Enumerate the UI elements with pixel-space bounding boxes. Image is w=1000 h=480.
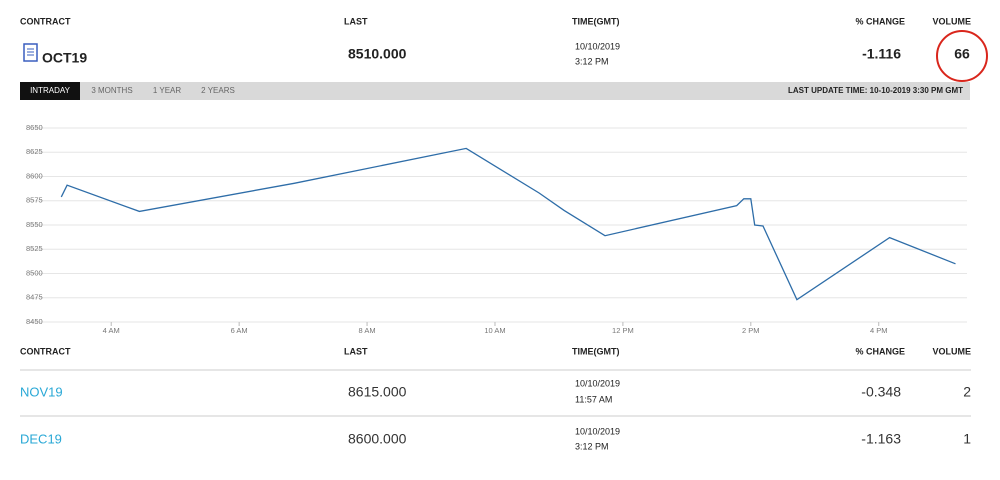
last-price: 8615.000 (348, 384, 407, 400)
price-line (60, 147, 956, 301)
header-label: CONTRACT (20, 16, 71, 26)
highlight-circle (936, 30, 988, 82)
date: 10/10/2019 (575, 426, 620, 436)
y-tick-label: 8650 (26, 123, 43, 132)
y-tick-label: 8550 (26, 220, 43, 229)
header-label: TIME(GMT) (572, 346, 620, 356)
contract-link[interactable]: NOV19 (20, 384, 63, 399)
y-tick-label: 8475 (26, 293, 43, 302)
volume: 1 (963, 431, 971, 447)
header-label: TIME(GMT) (572, 16, 620, 26)
x-tick-label: 6 AM (231, 326, 248, 335)
contract-name: OCT19 (42, 50, 87, 66)
header-label: CONTRACT (20, 346, 71, 356)
y-tick-label: 8500 (26, 268, 43, 277)
last-price: 8510.000 (348, 46, 407, 62)
header-label: LAST (344, 16, 368, 26)
header-label: LAST (344, 346, 368, 356)
last-update: LAST UPDATE TIME: 10-10-2019 3:30 PM GMT (788, 86, 963, 95)
x-tick-label: 12 PM (612, 326, 634, 335)
time: 3:12 PM (575, 56, 609, 66)
tab[interactable]: INTRADAY (30, 86, 71, 95)
y-tick-label: 8450 (26, 317, 43, 326)
x-tick-label: 2 PM (742, 326, 760, 335)
header-label: VOLUME (932, 346, 971, 356)
percent-change: -0.348 (861, 384, 901, 400)
y-tick-label: 8575 (26, 196, 43, 205)
percent-change: -1.163 (861, 431, 901, 447)
y-tick-label: 8525 (26, 244, 43, 253)
chart: 8450 8475 8500 8525 8550 8575 8600 8625 8650 4 AM… (26, 123, 967, 335)
volume: 66 (954, 46, 970, 62)
header-label: VOLUME (932, 16, 971, 26)
date: 10/10/2019 (575, 41, 620, 51)
tab[interactable]: 1 YEAR (153, 86, 182, 95)
volume: 2 (963, 384, 971, 400)
header-label: % CHANGE (855, 346, 905, 356)
x-tick-label: 10 AM (484, 326, 505, 335)
tab[interactable]: 3 MONTHS (91, 86, 132, 95)
last-price: 8600.000 (348, 431, 407, 447)
time: 11:57 AM (575, 394, 612, 404)
percent-change: -1.116 (862, 46, 901, 62)
tab-bar (20, 82, 970, 100)
x-tick-label: 4 AM (103, 326, 120, 335)
contract-link[interactable]: DEC19 (20, 431, 62, 446)
x-tick-label: 8 AM (359, 326, 376, 335)
y-tick-label: 8625 (26, 147, 43, 156)
time: 3:12 PM (575, 441, 609, 451)
date: 10/10/2019 (575, 378, 620, 388)
tab[interactable]: 2 YEARS (201, 86, 235, 95)
y-tick-label: 8600 (26, 171, 43, 180)
header-label: % CHANGE (855, 16, 905, 26)
active-tab[interactable] (20, 82, 80, 100)
contract-icon (23, 43, 38, 62)
x-tick-label: 4 PM (870, 326, 888, 335)
